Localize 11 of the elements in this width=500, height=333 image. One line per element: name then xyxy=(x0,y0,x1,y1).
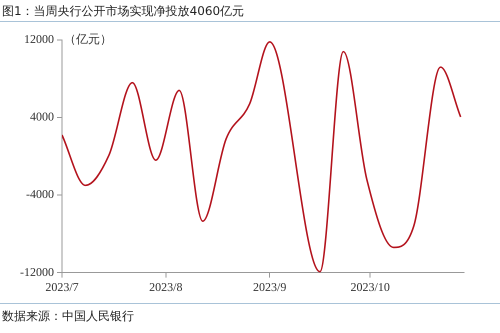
y-axis-title: （亿元） xyxy=(64,32,112,46)
chart-title: 图1：当周央行公开市场实现净投放4060亿元 xyxy=(2,3,244,20)
x-tick-label: 2023/9 xyxy=(253,280,286,294)
x-tick-label: 2023/8 xyxy=(149,280,183,294)
x-tick-label: 2023/10 xyxy=(350,280,390,294)
y-tick-label: -12000 xyxy=(20,264,54,279)
y-tick-label: 12000 xyxy=(24,32,54,46)
y-tick-label: -4000 xyxy=(26,187,54,202)
source-note: 数据来源：中国人民银行 xyxy=(2,308,134,325)
y-tick-label: 4000 xyxy=(30,110,54,124)
x-tick-label: 2023/7 xyxy=(45,280,79,294)
